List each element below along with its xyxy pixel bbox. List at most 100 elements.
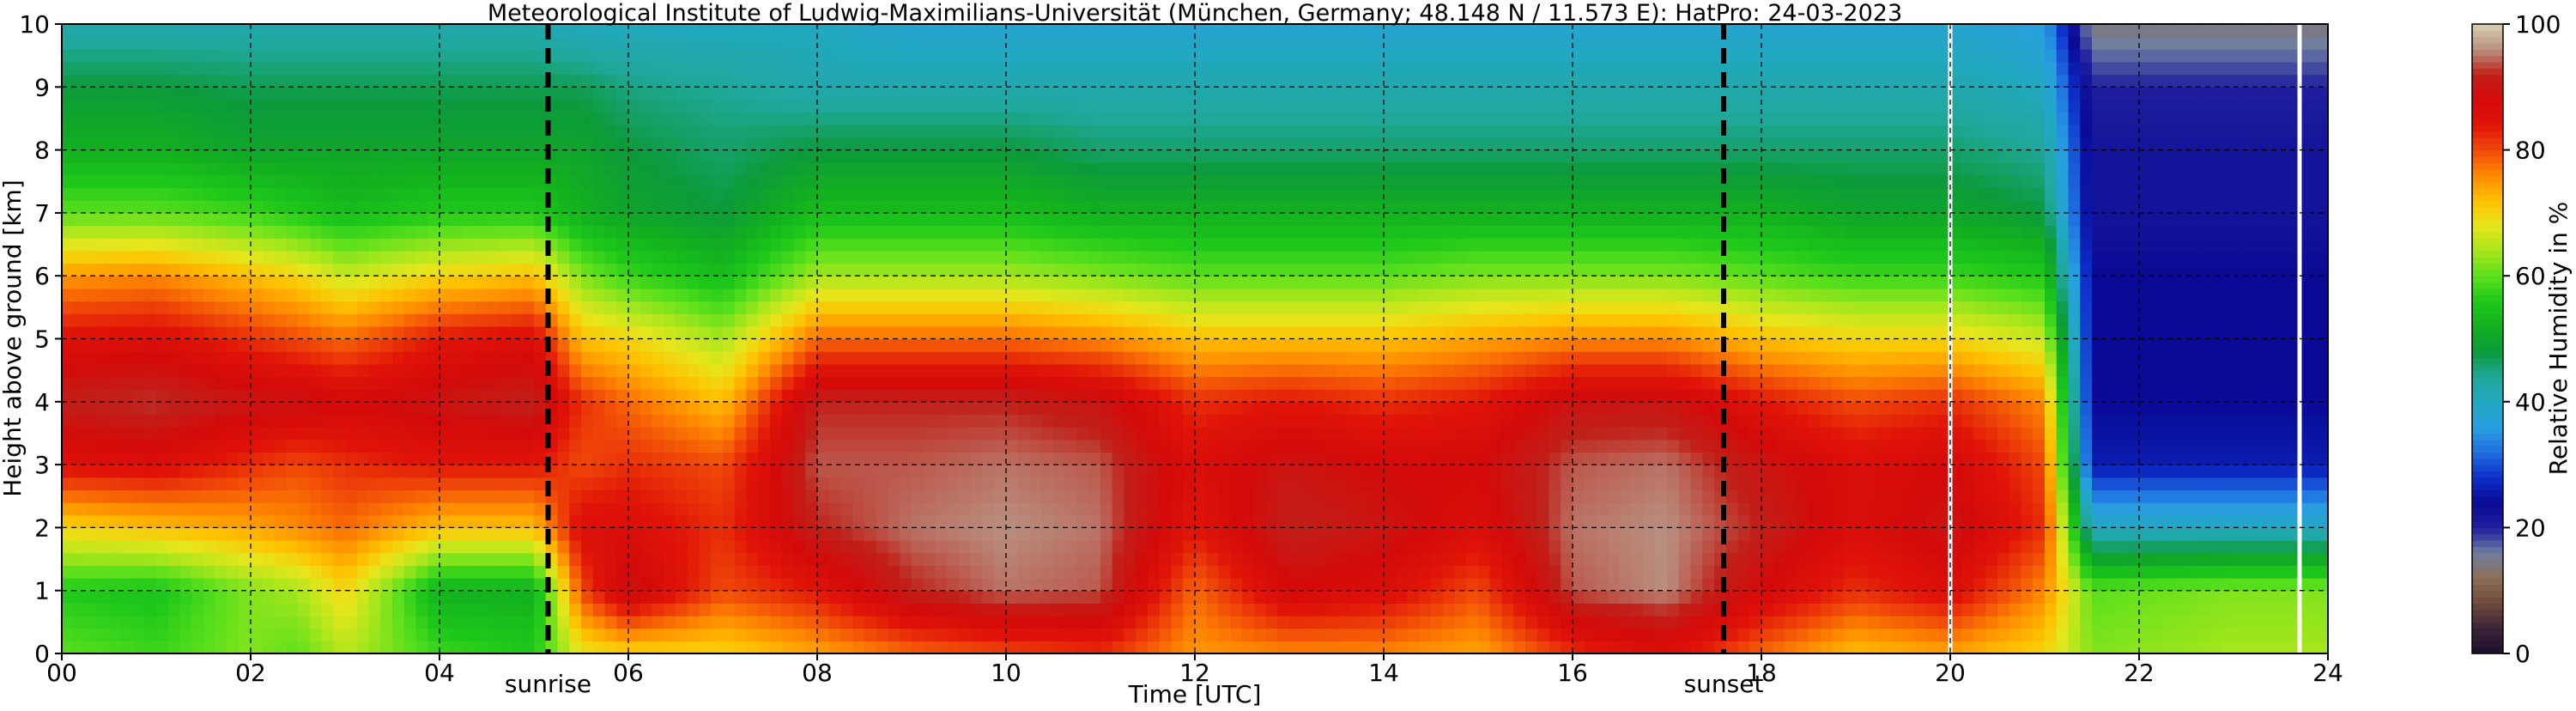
heatmap-cell [604,301,617,314]
heatmap-cell [321,489,334,503]
heatmap-cell [203,489,216,503]
heatmap-cell [191,187,204,201]
heatmap-cell [97,489,110,503]
heatmap-cell [604,527,617,541]
heatmap-cell [840,325,853,340]
heatmap-cell [262,276,276,289]
heatmap-cell [368,301,381,314]
heatmap-cell [970,125,984,138]
heatmap-cell [793,414,806,428]
heatmap-cell [191,74,204,88]
heatmap-cell [1171,36,1184,50]
heatmap-cell [1218,24,1231,38]
heatmap-cell [392,174,405,189]
heatmap-cell [935,489,948,503]
heatmap-cell [439,301,452,314]
heatmap-cell [144,162,157,176]
heatmap-cell [652,414,664,428]
heatmap-cell [1100,125,1113,138]
heatmap-cell [415,452,428,465]
heatmap-cell [676,187,688,201]
heatmap-cell [1171,578,1184,592]
heatmap-cell [392,489,405,503]
heatmap-cell [309,514,323,528]
heatmap-cell [227,427,239,441]
heatmap-cell [215,540,228,554]
heatmap-cell [1206,301,1220,314]
heatmap-cell [1218,125,1231,138]
heatmap-cell [1171,514,1184,528]
heatmap-cell [522,603,535,617]
heatmap-cell [1017,325,1031,340]
heatmap-cell [345,276,358,289]
heatmap-cell [97,212,110,227]
heatmap-cell [852,125,865,138]
heatmap-cell [239,616,252,629]
heatmap-cell [191,212,204,227]
heatmap-cell [368,389,381,403]
heatmap-cell [227,24,239,38]
heatmap-cell [652,540,664,554]
heatmap-cell [1088,200,1101,214]
heatmap-cell [463,137,476,151]
heatmap-cell [179,24,192,38]
heatmap-cell [888,49,900,63]
heatmap-cell [746,61,759,76]
heatmap-cell [1006,74,1019,88]
heatmap-cell [1218,338,1231,352]
heatmap-cell [179,465,192,478]
heatmap-cell [805,288,818,302]
heatmap-cell [203,112,216,125]
heatmap-cell [581,200,594,214]
heatmap-cell [392,162,405,176]
heatmap-cell [167,225,181,239]
heatmap-cell [616,351,629,365]
heatmap-cell [439,401,452,416]
heatmap-cell [817,439,830,453]
heatmap-cell [746,376,759,390]
heatmap-cell [1148,465,1161,478]
heatmap-cell [793,149,806,163]
heatmap-cell [498,514,512,528]
heatmap-cell [333,616,346,629]
heatmap-cell [1041,301,1054,314]
heatmap-cell [1041,489,1054,503]
heatmap-cell [581,225,594,239]
heatmap-cell [604,149,617,163]
heatmap-cell [616,414,629,428]
heatmap-cell [840,200,853,214]
heatmap-cell [864,125,877,138]
heatmap-cell [1124,477,1136,491]
heatmap-cell [403,439,417,453]
heatmap-cell [900,212,912,227]
heatmap-cell [144,187,157,201]
heatmap-cell [1053,112,1066,125]
heatmap-cell [1218,112,1231,125]
heatmap-cell [639,552,653,566]
heatmap-cell [321,363,334,378]
heatmap-cell [900,565,912,579]
heatmap-cell [628,301,641,314]
heatmap-cell [487,301,500,314]
heatmap-cell [758,351,771,365]
heatmap-cell [1064,125,1078,138]
heatmap-cell [1159,49,1173,63]
heatmap-cell [144,200,157,214]
heatmap-cell [604,514,617,528]
heatmap-cell [109,187,122,201]
heatmap-cell [888,363,900,378]
heatmap-cell [510,351,523,365]
heatmap-cell [510,414,523,428]
heatmap-cell [1218,376,1231,390]
heatmap-cell [982,465,995,478]
heatmap-cell [109,351,122,365]
heatmap-cell [262,427,276,441]
heatmap-cell [1006,24,1019,38]
heatmap-cell [699,527,712,541]
heatmap-cell [664,590,676,604]
heatmap-cell [604,401,617,416]
heatmap-cell [191,452,204,465]
heatmap-cell [1053,36,1066,50]
heatmap-cell [1100,338,1113,352]
heatmap-cell [994,351,1007,365]
